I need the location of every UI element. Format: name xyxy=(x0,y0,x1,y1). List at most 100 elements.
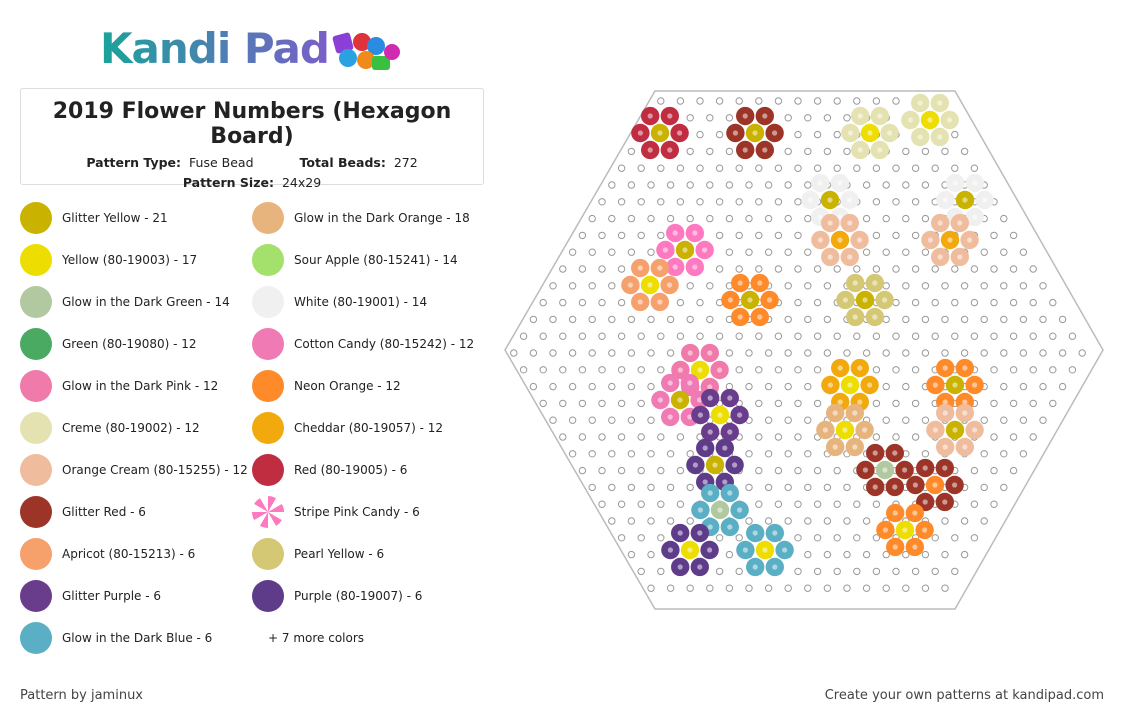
peg xyxy=(617,500,626,508)
peg xyxy=(657,97,665,105)
bead-hole xyxy=(672,230,678,236)
bead-hole xyxy=(832,444,838,450)
peg xyxy=(676,500,685,508)
bead-hole xyxy=(847,220,853,226)
peg xyxy=(823,315,832,324)
peg xyxy=(568,382,577,391)
legend-label: Neon Orange - 12 xyxy=(294,379,401,393)
bead-hole xyxy=(947,237,953,243)
peg xyxy=(813,265,822,273)
peg xyxy=(578,399,587,408)
peg xyxy=(755,466,763,475)
bead-hole xyxy=(932,382,938,388)
peg xyxy=(686,114,694,122)
peg xyxy=(637,399,645,408)
bead-hole xyxy=(942,465,948,471)
peg xyxy=(823,584,832,592)
peg xyxy=(1029,265,1037,273)
peg xyxy=(1009,265,1018,273)
peg xyxy=(1019,282,1028,290)
bead-hole xyxy=(772,130,778,136)
bead-hole xyxy=(717,507,723,513)
peg xyxy=(676,466,685,475)
bead-hole xyxy=(917,100,923,106)
peg xyxy=(804,517,812,525)
bead-hole xyxy=(837,399,843,405)
peg xyxy=(843,483,851,492)
peg xyxy=(892,97,900,105)
peg xyxy=(725,349,734,357)
peg xyxy=(804,214,812,223)
bead-hole xyxy=(667,547,673,553)
peg xyxy=(892,164,900,172)
peg xyxy=(794,433,802,441)
bead-hole xyxy=(742,547,748,553)
peg xyxy=(745,450,753,458)
peg xyxy=(823,483,832,492)
bead-hole xyxy=(942,410,948,416)
bead-hole xyxy=(697,397,703,403)
peg xyxy=(1000,248,1008,256)
peg xyxy=(960,517,969,525)
board-outline xyxy=(504,90,1104,610)
peg xyxy=(637,500,645,508)
peg xyxy=(676,97,685,105)
peg xyxy=(794,399,802,408)
peg xyxy=(853,500,861,508)
peg xyxy=(559,265,567,273)
bead-hole xyxy=(817,237,823,243)
bead-hole xyxy=(917,134,923,140)
legend-label: Pearl Yellow - 6 xyxy=(294,547,385,561)
peg xyxy=(588,450,596,458)
peg xyxy=(853,164,861,172)
peg xyxy=(686,483,694,492)
swatch xyxy=(252,580,284,612)
legend-label: White (80-19001) - 14 xyxy=(294,295,428,309)
peg xyxy=(784,584,792,592)
bead-hole xyxy=(872,484,878,490)
peg xyxy=(921,450,930,458)
bead-hole xyxy=(717,412,723,418)
peg xyxy=(1000,382,1008,391)
bead-hole xyxy=(827,197,833,203)
peg xyxy=(833,164,841,172)
peg xyxy=(980,483,988,492)
peg xyxy=(853,332,861,340)
peg xyxy=(647,214,655,223)
bead-hole xyxy=(947,117,953,123)
peg xyxy=(784,248,792,256)
bead-hole xyxy=(852,314,858,320)
peg xyxy=(608,483,616,492)
peg xyxy=(774,97,783,105)
peg xyxy=(666,450,675,458)
bead-hole xyxy=(772,530,778,536)
peg xyxy=(617,198,626,206)
bead-hole xyxy=(892,510,898,516)
peg xyxy=(970,534,979,542)
peg xyxy=(588,214,596,223)
peg xyxy=(657,567,665,576)
peg xyxy=(794,332,802,340)
peg xyxy=(951,298,959,307)
bead-hole xyxy=(952,382,958,388)
peg xyxy=(735,231,743,240)
peg xyxy=(598,466,606,475)
logo-beads xyxy=(332,32,400,70)
bead-hole xyxy=(697,564,703,570)
peg xyxy=(588,483,596,492)
logo[interactable]: Kandi Pad xyxy=(100,24,330,73)
peg xyxy=(715,534,724,542)
peg xyxy=(745,181,753,189)
peg xyxy=(804,114,812,122)
peg xyxy=(696,332,704,340)
bead-hole xyxy=(872,450,878,456)
bead-hole xyxy=(677,530,683,536)
peg xyxy=(755,97,763,105)
peg xyxy=(1029,332,1037,340)
peg xyxy=(578,332,587,340)
more-colors[interactable]: + 7 more colors xyxy=(268,631,365,645)
peg xyxy=(549,349,557,357)
bead-hole xyxy=(857,237,863,243)
legend-label: Glitter Yellow - 21 xyxy=(62,211,168,225)
cta[interactable]: Create your own patterns at kandipad.com xyxy=(824,688,1104,703)
